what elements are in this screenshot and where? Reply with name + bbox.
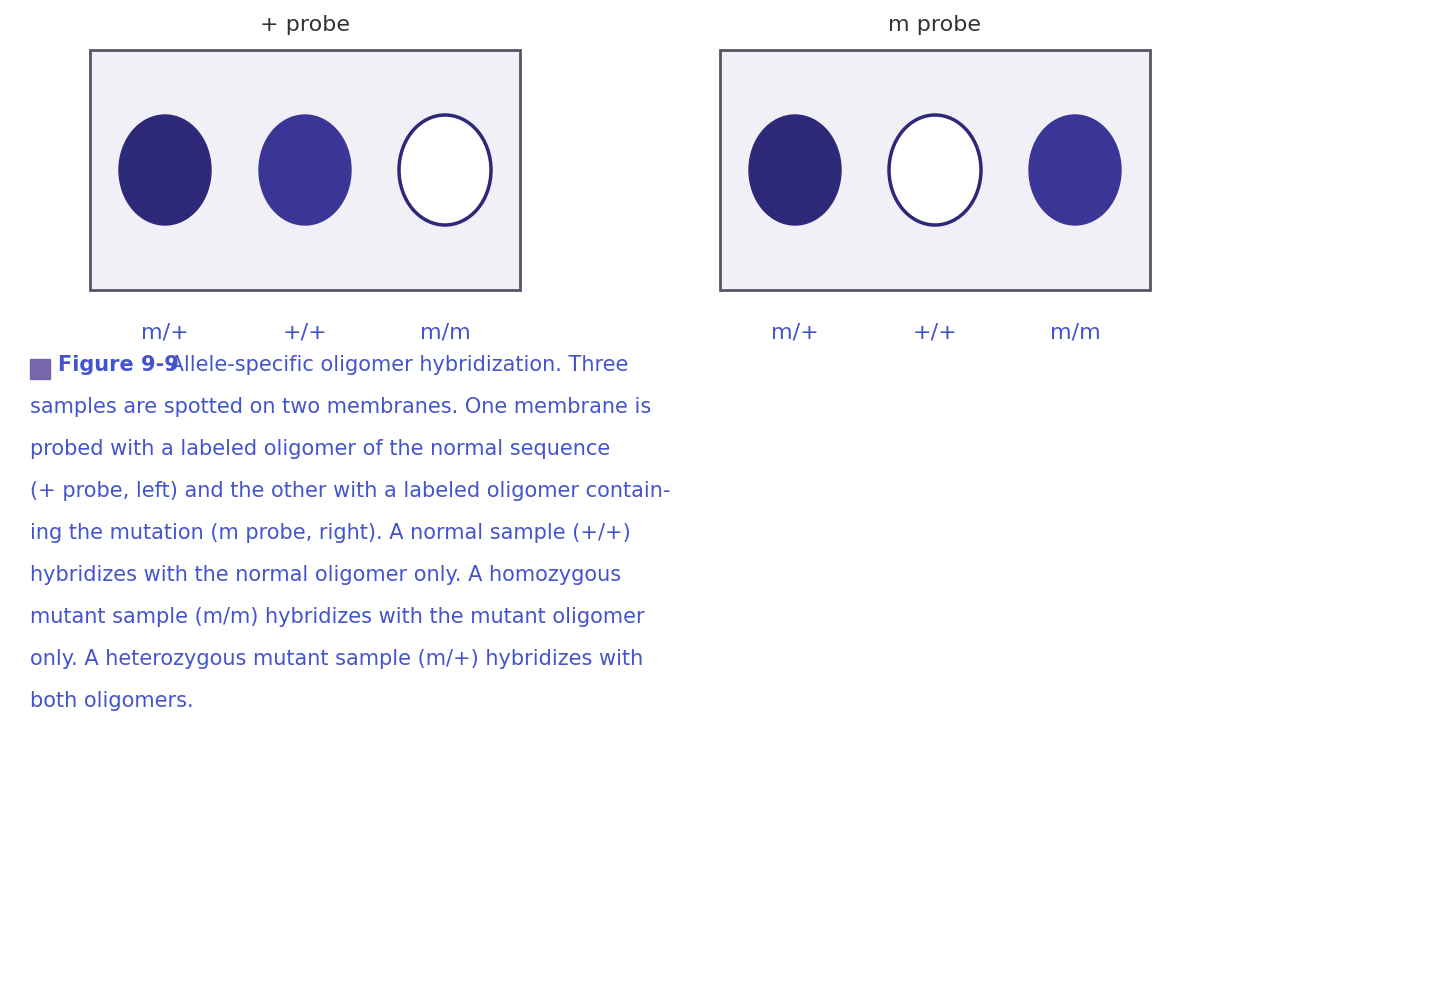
Text: ing the mutation (m probe, right). A normal sample (+/+): ing the mutation (m probe, right). A nor… [30,523,631,543]
Ellipse shape [1030,115,1120,225]
Text: m/+: m/+ [772,322,819,342]
Ellipse shape [399,115,491,225]
Text: m/+: m/+ [141,322,189,342]
Text: only. A heterozygous mutant sample (m/+) hybridizes with: only. A heterozygous mutant sample (m/+)… [30,649,644,669]
Text: +/+: +/+ [282,322,327,342]
Ellipse shape [120,115,212,225]
Text: m/m: m/m [419,322,471,342]
FancyBboxPatch shape [720,50,1151,290]
Ellipse shape [888,115,981,225]
Text: both oligomers.: both oligomers. [30,691,193,711]
Text: probed with a labeled oligomer of the normal sequence: probed with a labeled oligomer of the no… [30,439,611,459]
Text: +/+: +/+ [913,322,958,342]
Text: mutant sample (m/m) hybridizes with the mutant oligomer: mutant sample (m/m) hybridizes with the … [30,607,645,627]
Text: m probe: m probe [888,15,982,35]
Text: samples are spotted on two membranes. One membrane is: samples are spotted on two membranes. On… [30,397,651,417]
Text: Figure 9-9: Figure 9-9 [58,355,179,375]
Bar [30,359,50,379]
Text: (+ probe, left) and the other with a labeled oligomer contain-: (+ probe, left) and the other with a lab… [30,481,671,501]
Ellipse shape [749,115,841,225]
Text: Allele-specific oligomer hybridization. Three: Allele-specific oligomer hybridization. … [163,355,628,375]
Text: m/m: m/m [1050,322,1100,342]
Text: hybridizes with the normal oligomer only. A homozygous: hybridizes with the normal oligomer only… [30,565,621,585]
FancyBboxPatch shape [89,50,520,290]
Ellipse shape [259,115,351,225]
Text: + probe: + probe [261,15,350,35]
